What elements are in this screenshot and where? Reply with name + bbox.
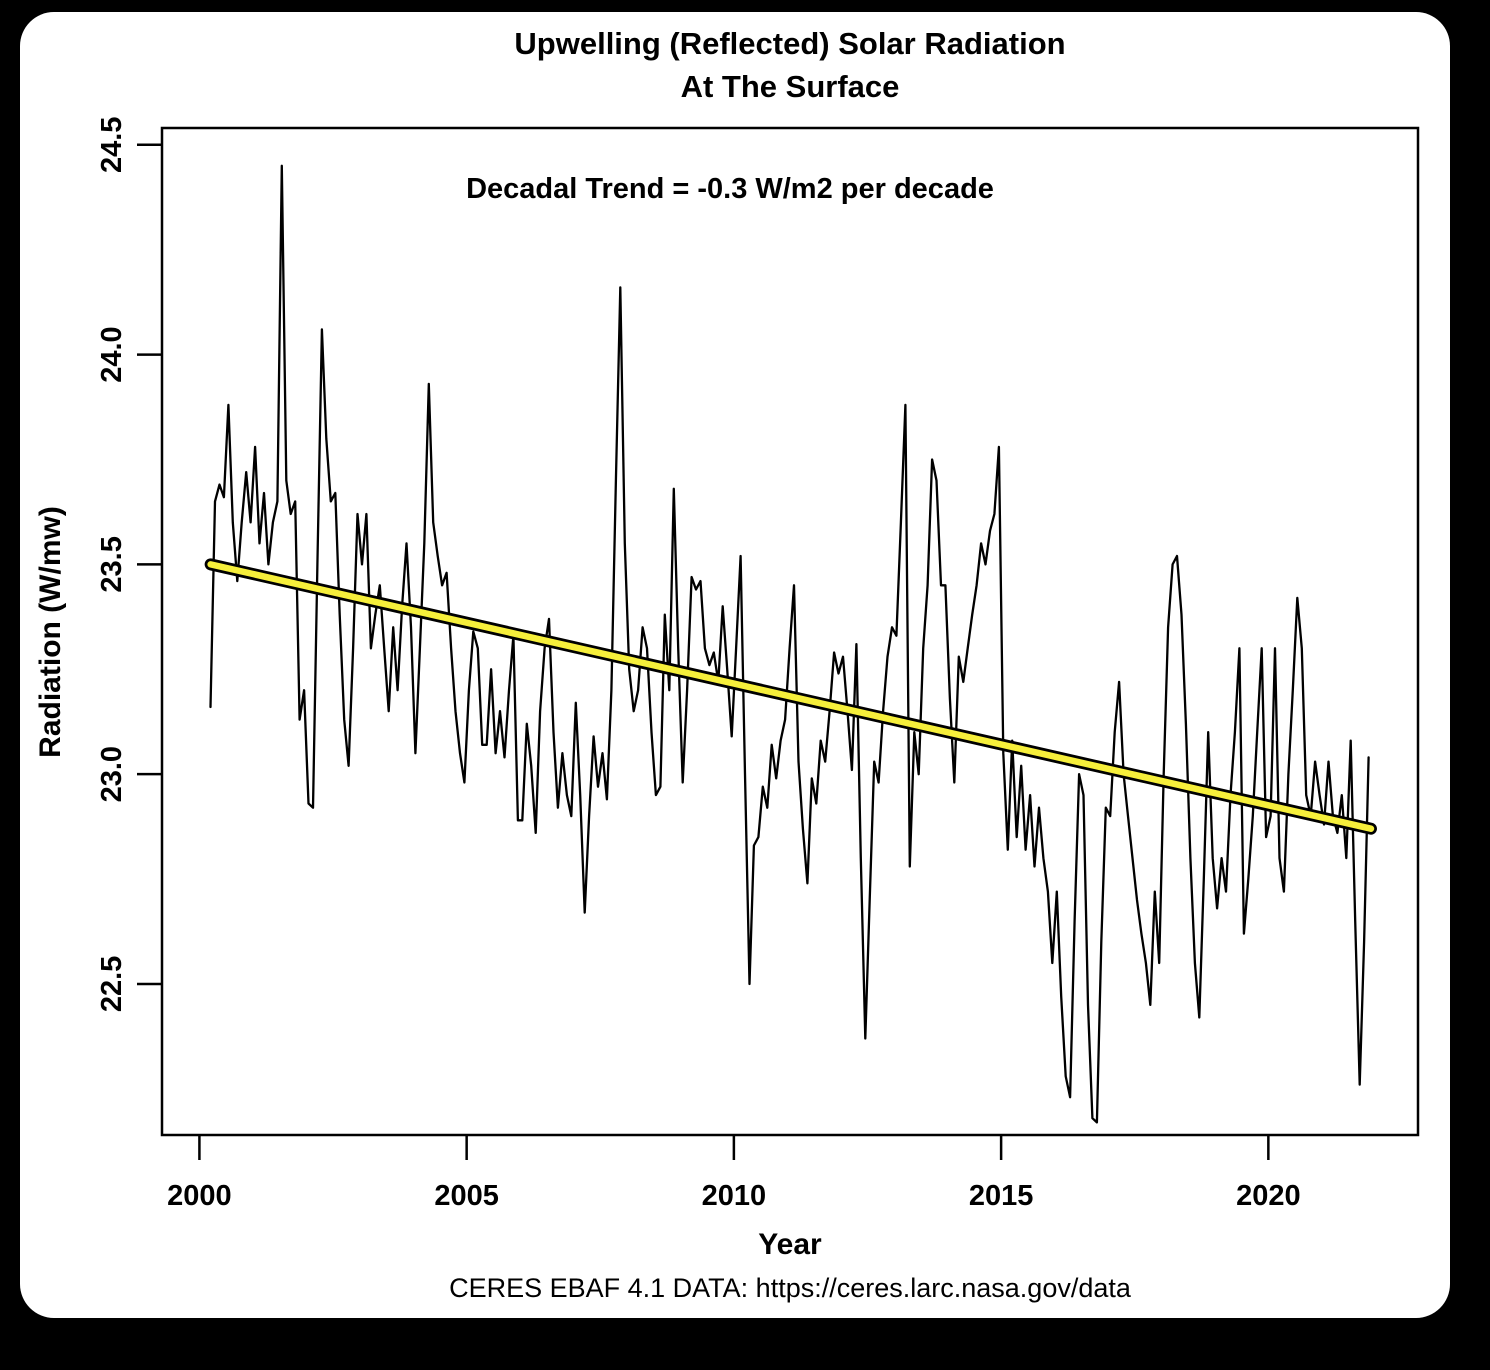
chart-title-line2: At The Surface: [681, 69, 900, 104]
x-axis-title: Year: [758, 1228, 822, 1261]
x-axis-ticks: 2000 2005 2010 2015 2020: [167, 1135, 1301, 1212]
y-tick-label: 23.0: [96, 746, 128, 802]
y-tick-label: 24.5: [96, 117, 128, 173]
x-tick-label: 2005: [434, 1180, 499, 1212]
radiation-line: [209, 164, 1370, 1124]
trend-line: [204, 558, 1377, 835]
y-axis-ticks: 22.5 23.0 23.5 24.0 24.5: [96, 117, 162, 1012]
data-series: [209, 164, 1370, 1124]
x-tick-label: 2010: [702, 1180, 767, 1212]
y-axis-title: Radiation (W/mw): [34, 506, 67, 758]
data-source-caption: CERES EBAF 4.1 DATA: https://ceres.larc.…: [449, 1273, 1132, 1303]
x-tick-label: 2015: [969, 1180, 1034, 1212]
chart-title-line1: Upwelling (Reflected) Solar Radiation: [514, 26, 1065, 61]
x-tick-label: 2020: [1236, 1180, 1301, 1212]
x-tick-label: 2000: [167, 1180, 232, 1212]
trend-annotation: Decadal Trend = -0.3 W/m2 per decade: [466, 173, 994, 205]
y-tick-label: 22.5: [96, 956, 128, 1012]
y-tick-label: 23.5: [96, 536, 128, 592]
y-tick-label: 24.0: [96, 326, 128, 382]
trend-core: [207, 561, 1375, 832]
